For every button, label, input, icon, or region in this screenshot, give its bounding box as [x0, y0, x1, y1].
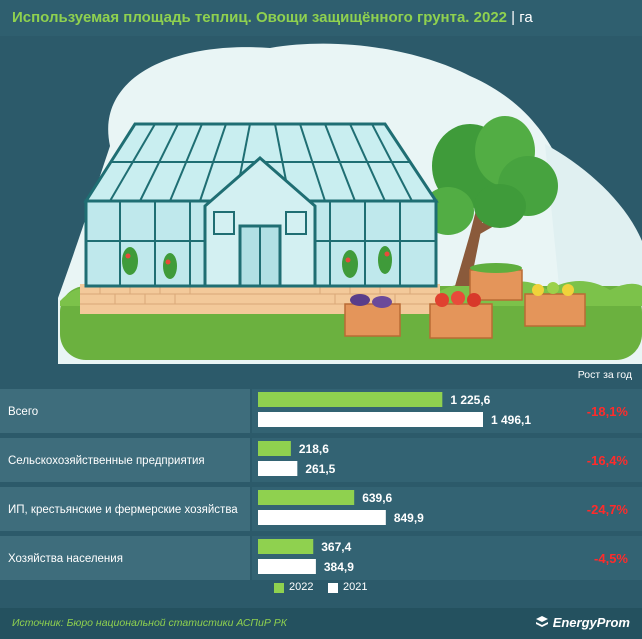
bar-2022 [258, 490, 355, 505]
bar-2021 [258, 461, 298, 476]
source-note: Источник: Бюро национальной статистики А… [12, 617, 287, 629]
row-label-bg [0, 389, 250, 433]
bar-value-label: 639,6 [362, 491, 392, 505]
legend-swatch-2022 [274, 583, 284, 593]
growth-value: -16,4% [587, 453, 629, 468]
bar-2021 [258, 510, 386, 525]
tree-icon [422, 116, 558, 286]
category-label: ИП, крестьянские и фермерские хозяйства [8, 504, 238, 516]
brand-name: EnergyProm [552, 615, 630, 630]
unit-label: га [519, 9, 533, 26]
legend-swatch-2021 [328, 583, 338, 593]
background-blob-right [545, 144, 642, 296]
greenhouse-illustration [58, 43, 642, 364]
category-label: Сельскохозяйственные предприятия [8, 455, 205, 467]
bar-2022 [258, 441, 291, 456]
bar-value-label: 384,9 [324, 560, 354, 574]
bar-chart: Всего Сельскохозяйственные предприятия ИП,… [0, 369, 642, 593]
bar-2021 [258, 412, 483, 427]
bar-value-label: 1 496,1 [491, 413, 531, 427]
growth-value: -24,7% [587, 502, 629, 517]
footer: Источник: Бюро национальной статистики А… [0, 608, 642, 639]
category-label: Хозяйства населения [8, 553, 123, 565]
growth-value: -4,5% [594, 551, 628, 566]
bar-value-label: 218,6 [299, 442, 329, 456]
title-separator: | [511, 9, 516, 26]
legend-label: 2022 [289, 581, 313, 593]
category-label: Всего [8, 406, 38, 418]
vegetable-crates-icon [344, 263, 586, 339]
row-label-bg [0, 536, 250, 580]
title-line: Используемая площадь теплиц. Овощи защищ… [12, 9, 533, 26]
bar-2022 [258, 539, 314, 554]
growth-value: -18,1% [587, 404, 629, 419]
bar-2022 [258, 392, 443, 407]
growth-header: Рост за год [578, 369, 632, 381]
row-bg [252, 536, 642, 580]
row-label-bg [0, 438, 250, 482]
energyprom-logo-icon [535, 616, 548, 627]
bar-2021 [258, 559, 316, 574]
bar-value-label: 367,4 [321, 540, 351, 554]
legend-label: 2021 [343, 581, 367, 593]
bar-value-label: 1 225,6 [450, 393, 490, 407]
chart-title: Используемая площадь теплиц. Овощи защищ… [12, 9, 507, 26]
row-bg [252, 438, 642, 482]
row-label-bg [0, 487, 250, 531]
header: Используемая площадь теплиц. Овощи защищ… [0, 0, 642, 36]
bar-value-label: 261,5 [305, 462, 335, 476]
greenhouse-icon [80, 122, 440, 314]
bar-value-label: 849,9 [394, 511, 424, 525]
brand-logo: EnergyProm [535, 615, 630, 630]
